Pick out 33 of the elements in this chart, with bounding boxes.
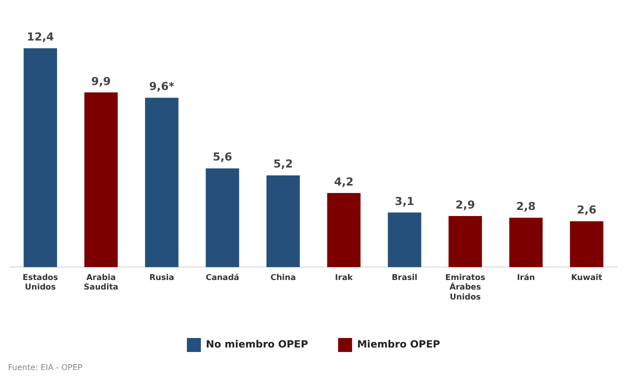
source-note: Fuente: EIA - OPEP xyxy=(8,363,82,372)
data-label: 2,9 xyxy=(456,198,475,212)
legend-label: No miembro OPEP xyxy=(206,340,308,351)
data-label: 4,2 xyxy=(334,175,354,188)
data-label: 9,9 xyxy=(91,74,111,88)
bar xyxy=(84,92,118,268)
bar xyxy=(145,98,178,268)
bar xyxy=(509,218,543,268)
data-label: 2,8 xyxy=(516,200,536,214)
bar xyxy=(206,168,240,268)
data-label: 2,6 xyxy=(576,204,597,217)
data-label: 5,2 xyxy=(273,158,293,171)
x-tick-label: Irán xyxy=(516,273,536,282)
x-tick-label: Kuwait xyxy=(571,273,602,282)
data-label: 9,6* xyxy=(149,80,175,94)
bar xyxy=(24,48,58,268)
bar xyxy=(266,175,300,268)
x-tick-label: Rusia xyxy=(149,273,174,282)
data-label: 5,6 xyxy=(212,150,233,164)
x-tick-label: Arabia Saudita xyxy=(84,273,118,292)
data-label: 12,4 xyxy=(26,30,54,44)
data-label: 3,1 xyxy=(394,194,414,208)
x-tick-label: Irak xyxy=(335,273,354,282)
x-tick-label: Canadá xyxy=(206,273,240,282)
bar xyxy=(448,216,482,268)
x-tick-label: China xyxy=(270,273,296,282)
x-tick-label: Estados Unidos xyxy=(22,273,58,292)
bar xyxy=(388,212,422,268)
x-tick-label: Emiratos Árabes Unidos xyxy=(445,273,486,302)
legend-label: Miembro OPEP xyxy=(357,340,440,351)
bar xyxy=(327,193,361,268)
bar xyxy=(570,221,604,268)
x-tick-label: Brasil xyxy=(392,273,418,282)
